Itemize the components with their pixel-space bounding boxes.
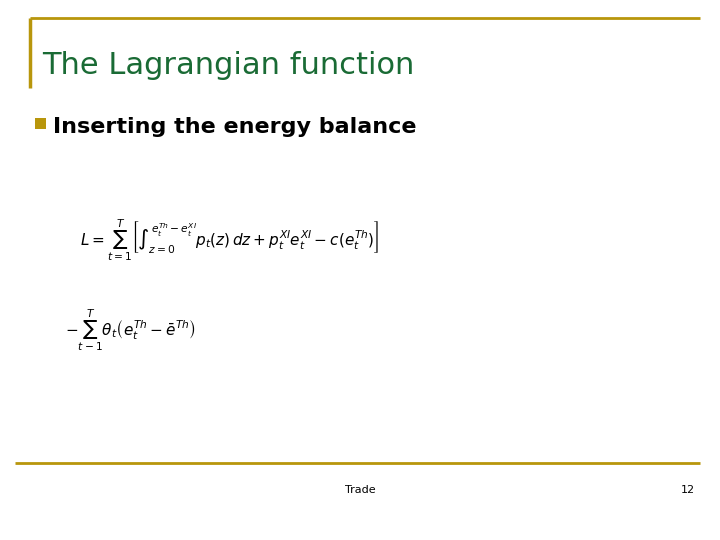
Bar xyxy=(35,118,46,129)
Text: The Lagrangian function: The Lagrangian function xyxy=(42,51,415,79)
Text: Trade: Trade xyxy=(345,485,375,495)
Text: Inserting the energy balance: Inserting the energy balance xyxy=(53,117,416,137)
Text: 12: 12 xyxy=(681,485,695,495)
Text: $L = \sum_{t=1}^{T}\left[\int_{z=0}^{e_t^{Th}-e_t^{XI}} p_t(z)\,dz + p_t^{XI}e_t: $L = \sum_{t=1}^{T}\left[\int_{z=0}^{e_t… xyxy=(80,217,379,263)
Text: $-\sum_{t-1}^{T}\theta_t\left(e_t^{Th} - \bar{e}^{Th}\right)$: $-\sum_{t-1}^{T}\theta_t\left(e_t^{Th} -… xyxy=(65,307,196,353)
